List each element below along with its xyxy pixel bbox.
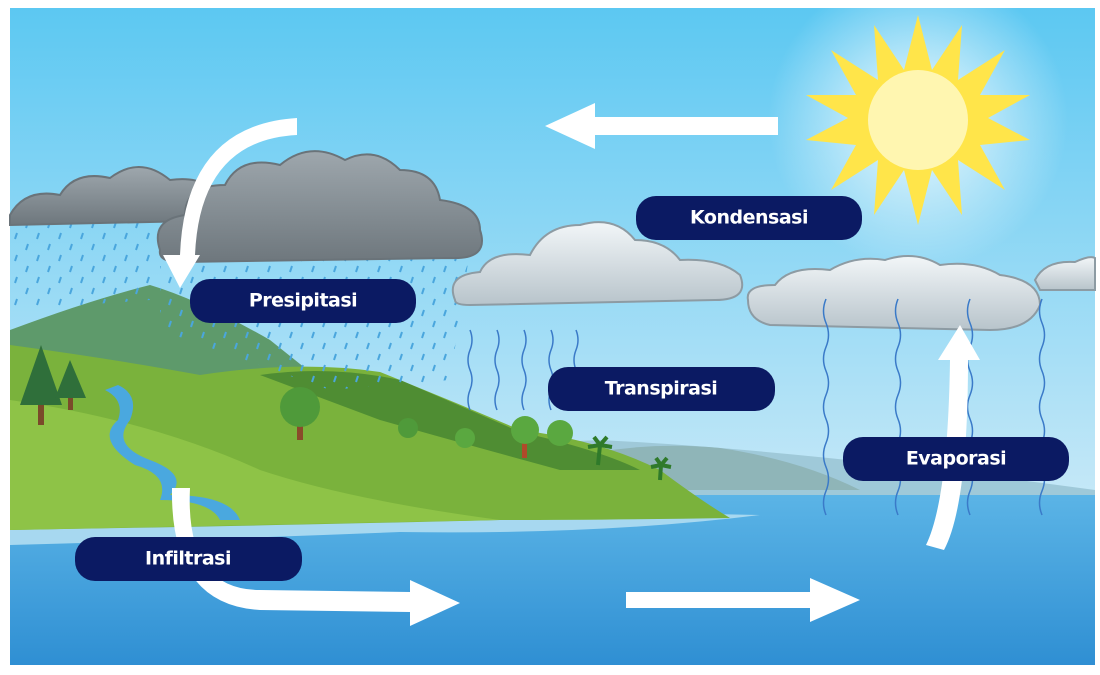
label-text: Presipitasi [249, 290, 357, 312]
label-text: Infiltrasi [145, 548, 231, 570]
label-evaporasi: Evaporasi [843, 437, 1069, 481]
trees-part [398, 418, 418, 438]
trees-part [547, 420, 573, 446]
trees-part [511, 416, 539, 444]
label-text: Kondensasi [690, 207, 808, 229]
sun-part [868, 70, 968, 170]
label-kondensasi: Kondensasi [636, 196, 862, 240]
label-text: Evaporasi [906, 448, 1006, 470]
trees-part [280, 387, 320, 427]
label-infiltrasi: Infiltrasi [75, 537, 302, 581]
page: Kondensasi Presipitasi Transpirasi Evapo… [0, 0, 1100, 675]
label-presipitasi: Presipitasi [190, 279, 416, 323]
label-transpirasi: Transpirasi [548, 367, 775, 411]
label-text: Transpirasi [605, 378, 718, 400]
trees-part [455, 428, 475, 448]
water-cycle-diagram: Kondensasi Presipitasi Transpirasi Evapo… [0, 0, 1100, 675]
